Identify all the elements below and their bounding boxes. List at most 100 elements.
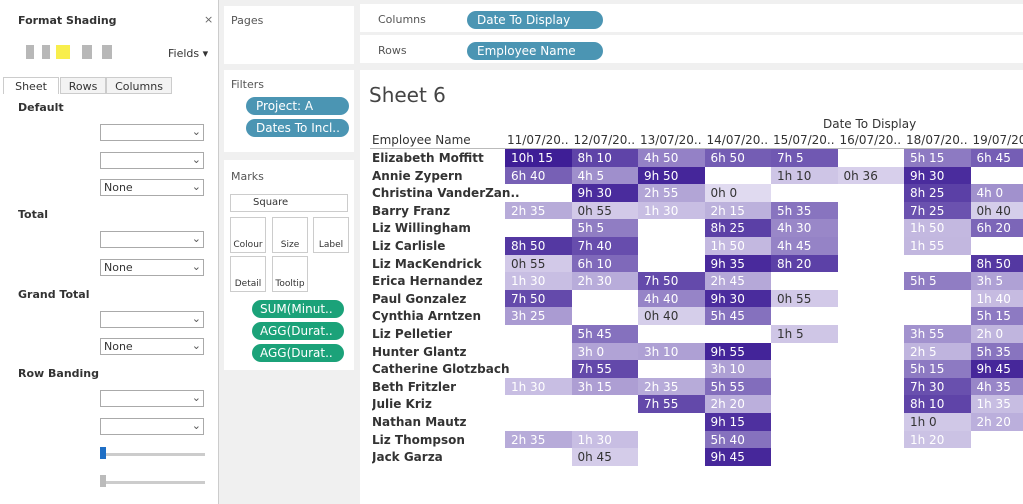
heat-cell[interactable]: 8h 50 — [505, 237, 572, 255]
heat-cell[interactable]: 5h 5 — [571, 219, 638, 237]
tab[interactable]: Rows — [60, 77, 106, 94]
column-header[interactable]: 12/07/20.. — [573, 133, 636, 147]
heat-cell[interactable]: 6h 20 — [970, 219, 1023, 237]
heat-cell[interactable]: 5h 55 — [704, 377, 771, 396]
heat-cell[interactable]: 2h 20 — [704, 395, 771, 413]
heat-cell[interactable]: 7h 25 — [904, 201, 971, 220]
heat-cell[interactable]: 7h 5 — [771, 149, 838, 167]
heat-cell[interactable]: 7h 50 — [505, 289, 572, 308]
heat-cell[interactable]: 3h 15 — [571, 377, 638, 396]
heat-cell[interactable]: 1h 30 — [505, 377, 572, 396]
slider-thumb[interactable] — [100, 474, 106, 487]
heat-cell[interactable]: 8h 20 — [771, 254, 838, 273]
mark-button[interactable]: Colour — [230, 217, 266, 253]
heat-cell[interactable]: 1h 50 — [704, 237, 771, 255]
heat-cell[interactable]: 0h 55 — [571, 201, 638, 220]
heat-cell[interactable]: 7h 50 — [638, 272, 705, 290]
heat-cell[interactable]: 5h 45 — [704, 307, 771, 325]
heat-cell[interactable]: 5h 35 — [771, 201, 838, 220]
marks-pill[interactable]: AGG(Durat.. — [252, 344, 344, 362]
heat-cell[interactable]: 9h 45 — [970, 360, 1023, 378]
heat-cell[interactable]: 1h 50 — [904, 219, 971, 237]
row-label[interactable]: Liz Thompson — [372, 432, 465, 447]
heat-cell[interactable]: 8h 10 — [904, 395, 971, 413]
row-label[interactable]: Cynthia Arntzen — [372, 309, 481, 324]
mark-button[interactable]: Tooltip — [272, 256, 308, 292]
row-label[interactable]: Liz Pelletier — [372, 327, 453, 341]
heat-cell[interactable]: 6h 45 — [970, 149, 1023, 167]
row-label[interactable]: Hunter Glantz — [372, 344, 467, 359]
heat-cell[interactable]: 8h 10 — [571, 149, 638, 167]
heat-cell[interactable]: 0h 55 — [505, 254, 572, 273]
heat-cell[interactable]: 6h 40 — [505, 166, 572, 185]
heat-cell[interactable]: 5h 45 — [571, 325, 638, 343]
row-label[interactable]: Liz MacKendrick — [372, 256, 482, 271]
heat-cell[interactable]: 2h 0 — [970, 325, 1023, 343]
heat-cell[interactable]: 10h 15 — [505, 149, 572, 167]
column-header[interactable]: 18/07/20.. — [906, 133, 968, 147]
column-header[interactable]: 19/07/20 — [972, 133, 1023, 147]
shelf-pill[interactable]: Employee Name — [467, 42, 603, 60]
heat-cell[interactable]: 2h 5 — [904, 342, 971, 361]
heat-cell[interactable]: 3h 25 — [505, 307, 572, 325]
heat-cell[interactable]: 7h 55 — [638, 395, 705, 413]
mark-type[interactable]: Square — [230, 194, 348, 212]
heat-cell[interactable]: 7h 55 — [571, 360, 638, 378]
heat-cell[interactable]: 2h 45 — [704, 272, 771, 290]
heat-cell[interactable]: 2h 55 — [638, 184, 705, 202]
heat-cell[interactable]: 9h 30 — [571, 184, 638, 202]
dropdown[interactable]: None ⌄ — [100, 179, 204, 196]
marks-pill[interactable]: SUM(Minut.. — [252, 300, 344, 318]
heat-cell[interactable]: 1h 40 — [970, 289, 1023, 308]
heat-cell[interactable]: 4h 30 — [771, 219, 838, 237]
heat-cell[interactable]: 1h 35 — [970, 395, 1023, 413]
dropdown[interactable]: None ⌄ — [100, 338, 204, 355]
heat-cell[interactable]: 4h 5 — [571, 166, 638, 185]
heat-cell[interactable]: 0h 55 — [771, 289, 838, 308]
heat-cell[interactable]: 9h 50 — [638, 166, 705, 185]
row-label[interactable]: Paul Gonzalez — [372, 291, 467, 306]
dropdown[interactable]: ⌄ — [100, 310, 204, 328]
heat-cell[interactable]: 2h 35 — [505, 430, 572, 449]
heat-cell[interactable]: 5h 15 — [904, 149, 971, 167]
heat-cell[interactable]: 0h 0 — [704, 184, 771, 202]
column-header[interactable]: 16/07/20.. — [839, 133, 902, 147]
heat-cell[interactable]: 7h 40 — [571, 237, 638, 255]
filter-pill pill[interactable]: Dates To Incl.. — [246, 119, 349, 137]
heat-cell[interactable]: 3h 5 — [970, 272, 1023, 290]
row-label[interactable]: Catherine Glotzbach — [372, 362, 510, 377]
mark-button[interactable]: Label — [313, 217, 349, 253]
heat-cell[interactable]: 1h 5 — [771, 325, 838, 343]
heat-cell[interactable]: 4h 0 — [970, 184, 1023, 202]
heat-cell[interactable]: 4h 50 — [638, 149, 705, 167]
heat-cell[interactable]: 9h 55 — [704, 342, 771, 361]
heat-cell[interactable]: 1h 0 — [904, 413, 971, 431]
heat-cell[interactable]: 1h 30 — [505, 272, 572, 290]
heat-cell[interactable]: 1h 10 — [771, 166, 838, 185]
heat-cell[interactable]: 6h 10 — [571, 254, 638, 273]
fields-menu[interactable]: Fields ▾ — [168, 47, 209, 60]
heat-cell[interactable]: 9h 30 — [704, 289, 771, 308]
tab[interactable]: Sheet — [3, 77, 59, 94]
row-label[interactable]: Beth Fritzler — [372, 379, 457, 394]
filter-pill pill[interactable]: Project: A — [246, 97, 349, 115]
heat-cell[interactable]: 5h 5 — [904, 272, 971, 290]
mark-button[interactable]: Size — [272, 217, 308, 253]
heat-cell[interactable]: 1h 55 — [904, 237, 971, 255]
heat-cell[interactable]: 5h 35 — [970, 342, 1023, 361]
column-header[interactable]: 15/07/20.. — [773, 133, 835, 147]
row-label[interactable]: Liz Carlisle — [372, 239, 446, 253]
heat-cell[interactable]: 0h 40 — [638, 307, 705, 325]
heat-cell[interactable]: 3h 0 — [571, 342, 638, 361]
dropdown[interactable]: ⌄ — [100, 124, 204, 141]
row-label[interactable]: Nathan Mautz — [372, 415, 467, 429]
heat-cell[interactable]: 9h 30 — [904, 166, 971, 185]
heat-cell[interactable]: 7h 30 — [904, 377, 971, 396]
heat-cell[interactable]: 2h 30 — [571, 272, 638, 290]
row-label[interactable]: Elizabeth Moffitt — [372, 151, 484, 165]
dropdown[interactable]: None ⌄ — [100, 258, 204, 276]
heat-cell[interactable]: 8h 50 — [970, 254, 1023, 273]
column-header[interactable]: 13/07/20.. — [640, 133, 702, 147]
heat-cell[interactable]: 2h 20 — [970, 413, 1023, 431]
row-label[interactable]: Jack Garza — [372, 450, 443, 465]
